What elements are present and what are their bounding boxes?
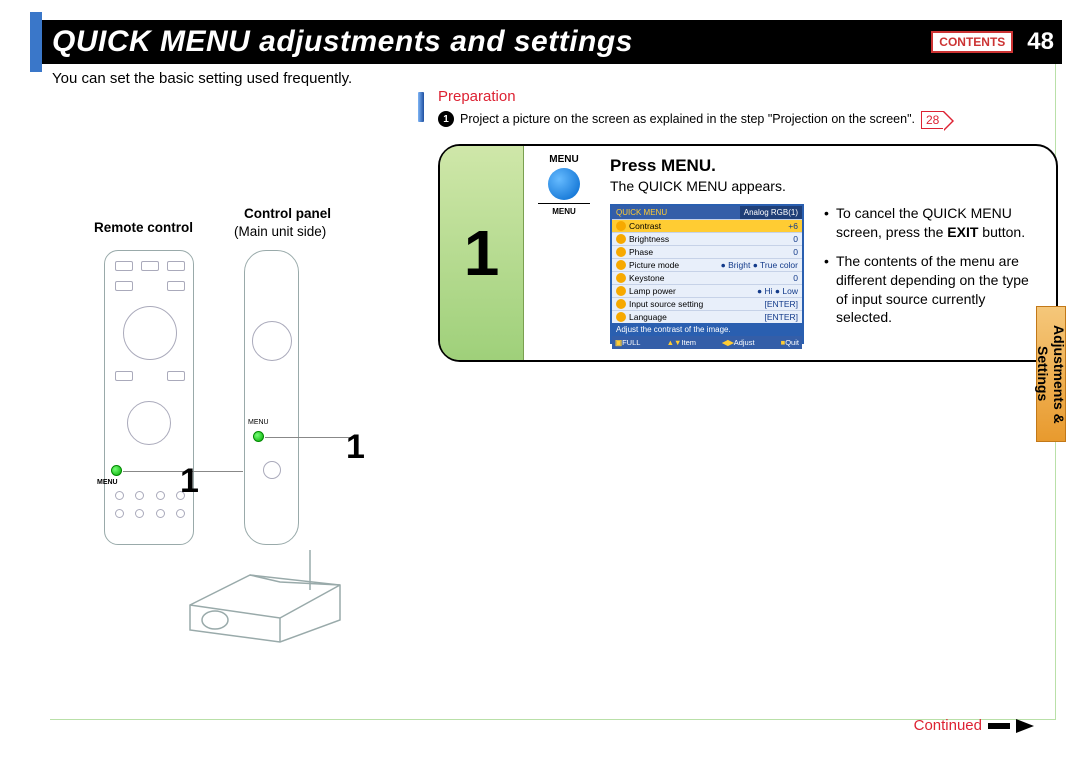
remote-control-label: Remote control [94, 220, 193, 235]
osd-row: Picture mode● Bright ● True color [612, 258, 802, 271]
step-number: 1 [440, 146, 524, 360]
control-panel-illustration: MENU [244, 250, 299, 545]
prep-bullet-number: 1 [438, 111, 454, 127]
remote-menu-label: MENU [97, 479, 118, 486]
menu-button-icon [548, 168, 580, 200]
title-tab [30, 12, 42, 72]
callout-line-2 [265, 437, 355, 438]
contents-button[interactable]: CONTENTS [931, 31, 1013, 53]
vertical-divider [418, 92, 424, 122]
page-number: 48 [1027, 28, 1054, 56]
osd-header-left: QUICK MENU [612, 206, 740, 219]
frame-bottom [50, 719, 1056, 720]
arrow-right-icon [1016, 719, 1034, 733]
intro-text: You can set the basic setting used frequ… [30, 64, 1062, 87]
callout-number-1a: 1 [180, 462, 199, 501]
cpanel-menu-button [253, 431, 264, 442]
osd-row: Keystone0 [612, 271, 802, 284]
section-tab-label: Adjustments & Settings [1035, 325, 1067, 424]
menu-label-upper: MENU [534, 154, 594, 165]
osd-footer: ▣FULL ▲▼Item ◀▶Adjust ■Quit [612, 336, 802, 349]
osd-row: Input source setting[ENTER] [612, 297, 802, 310]
title-bar: QUICK MENU adjustments and settings CONT… [30, 20, 1062, 64]
menu-label-lower: MENU [534, 207, 594, 216]
osd-row: Contrast+6 [612, 219, 802, 232]
menu-button-diagram: MENU MENU [534, 154, 594, 216]
preparation-section: Preparation 1 Project a picture on the s… [438, 88, 1062, 129]
continued-label: Continued [914, 717, 982, 734]
osd-row: Phase0 [612, 245, 802, 258]
section-tab: Adjustments & Settings [1036, 306, 1066, 442]
step-card: 1 MENU MENU Press MENU. The QUICK MENU a… [438, 144, 1058, 362]
step-subtitle: The QUICK MENU appears. [610, 178, 1042, 194]
continued-indicator: Continued [914, 717, 1034, 734]
remote-menu-button [111, 465, 122, 476]
projector-illustration [180, 550, 350, 645]
osd-screenshot: QUICK MENU Analog RGB(1) Contrast+6Brigh… [610, 204, 804, 344]
osd-row: Language[ENTER] [612, 310, 802, 323]
step-title: Press MENU. [610, 156, 1042, 176]
page-ref-number: 28 [926, 113, 939, 127]
page-title: QUICK MENU adjustments and settings [52, 25, 633, 59]
page-ref-link[interactable]: 28 [921, 109, 944, 129]
osd-row: Brightness0 [612, 232, 802, 245]
step-bullet: The contents of the menu are different d… [824, 252, 1042, 328]
callout-number-1b: 1 [346, 428, 365, 467]
step-bullet-list: To cancel the QUICK MENU screen, press t… [824, 204, 1042, 344]
osd-message: Adjust the contrast of the image. [612, 323, 802, 336]
manual-page: QUICK MENU adjustments and settings CONT… [30, 20, 1062, 744]
preparation-heading: Preparation [438, 88, 1062, 105]
control-panel-label: Control panel [244, 206, 331, 221]
step-bullet: To cancel the QUICK MENU screen, press t… [824, 204, 1042, 242]
main-unit-label: (Main unit side) [234, 224, 326, 239]
osd-header-right: Analog RGB(1) [740, 206, 802, 219]
cpanel-menu-label: MENU [248, 419, 269, 426]
prep-text: Project a picture on the screen as expla… [460, 112, 915, 126]
osd-row: Lamp power● Hi ● Low [612, 284, 802, 297]
